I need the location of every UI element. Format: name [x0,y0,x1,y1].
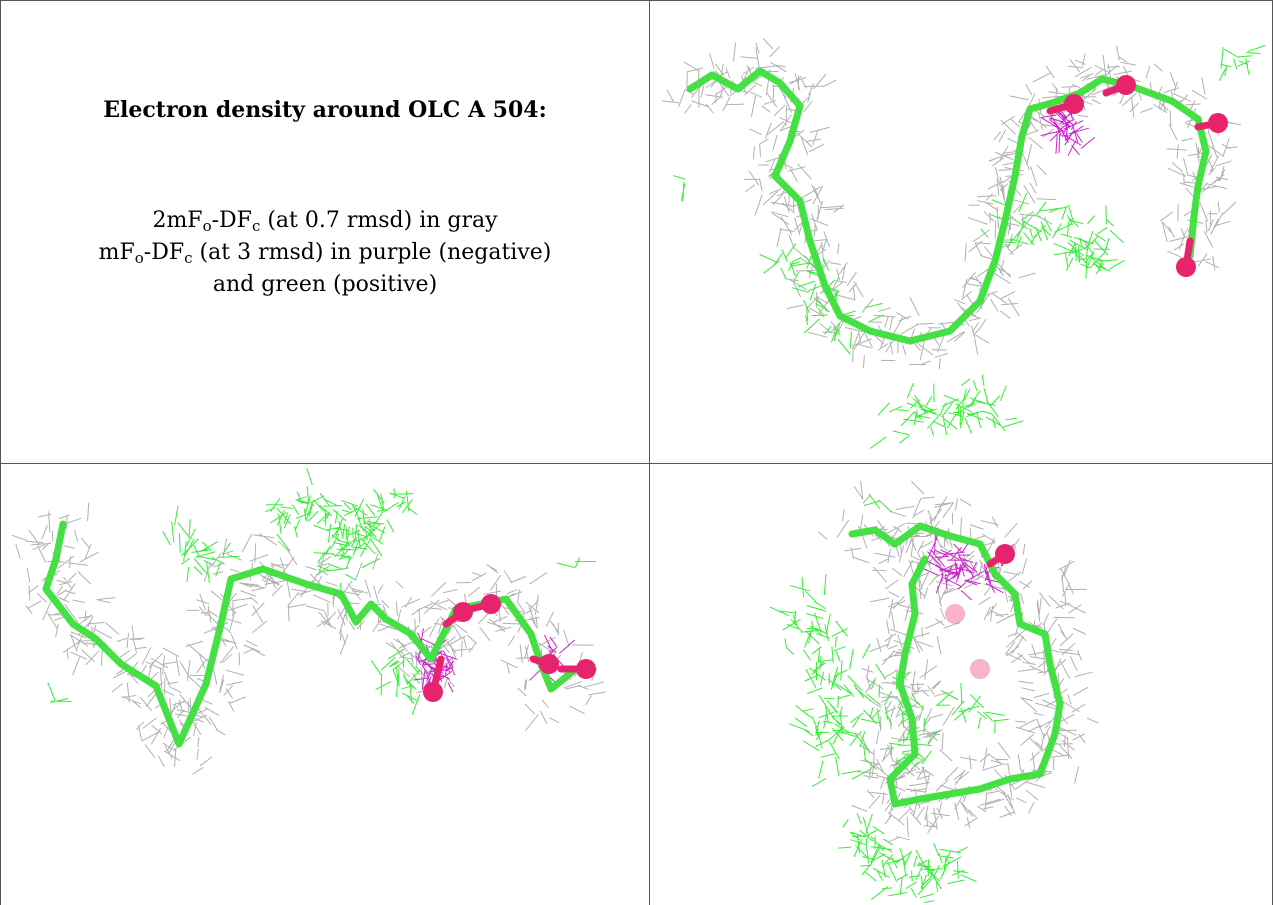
density-image-bottom-right [770,480,1099,903]
oxygen-atoms [1046,75,1228,277]
caption-description: 2mFo-DFc (at 0.7 rmsd) in gray mFo-DFc (… [1,205,649,301]
carbon-chain [848,522,1064,808]
oxygen-atom [481,594,501,614]
carbon-chain [686,67,1210,345]
density-positive-mesh [870,374,1024,449]
caption-line-positive: and green (positive) [212,272,438,297]
oxygen-atoms [945,544,1015,679]
density-panel-bottom-left [1,464,649,905]
density-positive-mesh [759,239,884,355]
oxygen-atom [945,604,965,624]
density-image-bottom-left [11,468,606,775]
border-middle-horizontal [0,463,1273,464]
oxygen-atom [539,654,559,674]
density-positive-mesh [935,683,1009,734]
caption-line-fofc: mFo-DFc (at 3 rmsd) in purple (negative) [98,240,552,267]
caption-title: Electron density around OLC A 504: [103,97,547,123]
oxygen-atoms [423,594,596,702]
oxygen-atom [423,682,443,702]
border-middle-vertical [649,0,650,905]
oxygen-atom [453,602,473,622]
density-positive-mesh [838,812,977,903]
density-positive-mesh [47,682,72,703]
density-panel-bottom-right [650,464,1272,905]
density-positive-mesh [162,505,240,584]
density-2fofc-mesh [1055,559,1087,614]
density-positive-mesh [370,648,428,715]
oxygen-atom [1176,257,1196,277]
density-positive-mesh [1218,45,1266,81]
density-positive-mesh [863,493,892,513]
oxygen-atom [1208,113,1228,133]
oxygen-atom [1064,94,1084,114]
density-positive-mesh [556,557,596,568]
density-2fofc-mesh [11,502,606,775]
density-positive-mesh [1066,239,1105,279]
oxygen-atom [1116,75,1136,95]
carbon-chain [42,520,580,748]
density-negative-mesh [1040,94,1095,156]
border-top [0,0,1273,1]
oxygen-atom [970,659,990,679]
density-image-top-right [661,38,1266,449]
density-positive-mesh [770,574,877,787]
oxygen-atom [576,659,596,679]
border-left [0,0,1,905]
caption-cell: Electron density around OLC A 504: 2mFo-… [1,1,649,463]
caption-line-2fofc: 2mFo-DFc (at 0.7 rmsd) in gray [152,208,498,235]
oxygen-atom [995,544,1015,564]
density-positive-mesh [673,175,686,202]
density-positive-mesh [331,488,417,568]
density-positive-mesh [265,468,378,604]
density-2fofc-mesh [661,38,1241,370]
density-positive-mesh [980,192,1125,272]
density-panel-top-right [650,1,1272,463]
